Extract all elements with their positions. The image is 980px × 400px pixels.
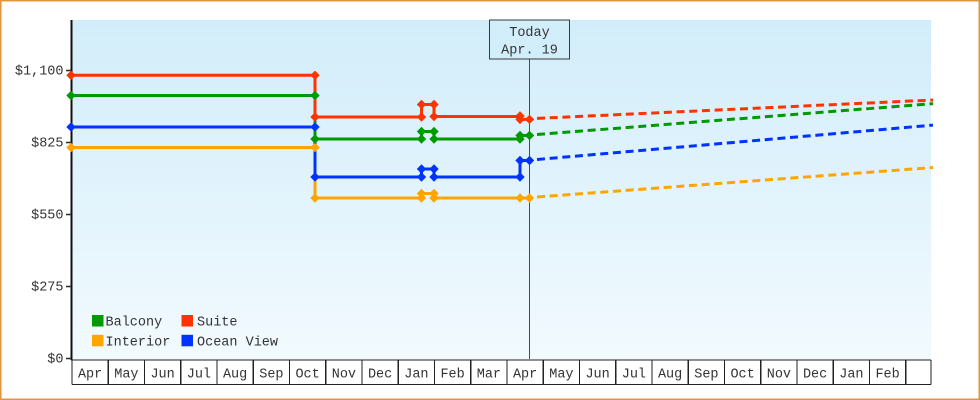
svg-text:Jun: Jun bbox=[150, 368, 174, 383]
svg-text:Feb: Feb bbox=[440, 368, 464, 383]
svg-text:Balcony: Balcony bbox=[106, 316, 163, 331]
svg-text:Apr: Apr bbox=[78, 368, 102, 383]
svg-text:Nov: Nov bbox=[767, 368, 791, 383]
svg-text:Aug: Aug bbox=[223, 368, 247, 383]
svg-text:May: May bbox=[549, 368, 573, 383]
svg-text:$825: $825 bbox=[31, 137, 63, 152]
svg-text:Interior: Interior bbox=[106, 335, 171, 350]
svg-text:Jun: Jun bbox=[585, 368, 609, 383]
svg-text:$275: $275 bbox=[31, 281, 63, 296]
svg-text:Ocean View: Ocean View bbox=[197, 335, 278, 350]
svg-text:$0: $0 bbox=[47, 353, 63, 368]
svg-text:Oct: Oct bbox=[730, 368, 754, 383]
svg-text:Apr. 19: Apr. 19 bbox=[501, 44, 558, 59]
svg-text:Jan: Jan bbox=[404, 368, 428, 383]
svg-text:Sep: Sep bbox=[259, 368, 283, 383]
svg-text:Oct: Oct bbox=[295, 368, 319, 383]
svg-text:Aug: Aug bbox=[658, 368, 682, 383]
svg-text:Dec: Dec bbox=[803, 368, 827, 383]
svg-text:Nov: Nov bbox=[332, 368, 356, 383]
svg-text:May: May bbox=[114, 368, 138, 383]
svg-text:$1,100: $1,100 bbox=[15, 65, 64, 80]
svg-text:Sep: Sep bbox=[694, 368, 718, 383]
svg-text:Feb: Feb bbox=[875, 368, 899, 383]
svg-text:Jul: Jul bbox=[622, 368, 646, 383]
svg-text:Jul: Jul bbox=[187, 368, 211, 383]
svg-text:Suite: Suite bbox=[197, 316, 238, 331]
svg-text:Today: Today bbox=[509, 26, 550, 41]
svg-text:Apr: Apr bbox=[513, 368, 537, 383]
svg-text:Mar: Mar bbox=[477, 368, 501, 383]
svg-text:Dec: Dec bbox=[368, 368, 392, 383]
svg-text:Jan: Jan bbox=[839, 368, 863, 383]
svg-text:$550: $550 bbox=[31, 209, 63, 224]
